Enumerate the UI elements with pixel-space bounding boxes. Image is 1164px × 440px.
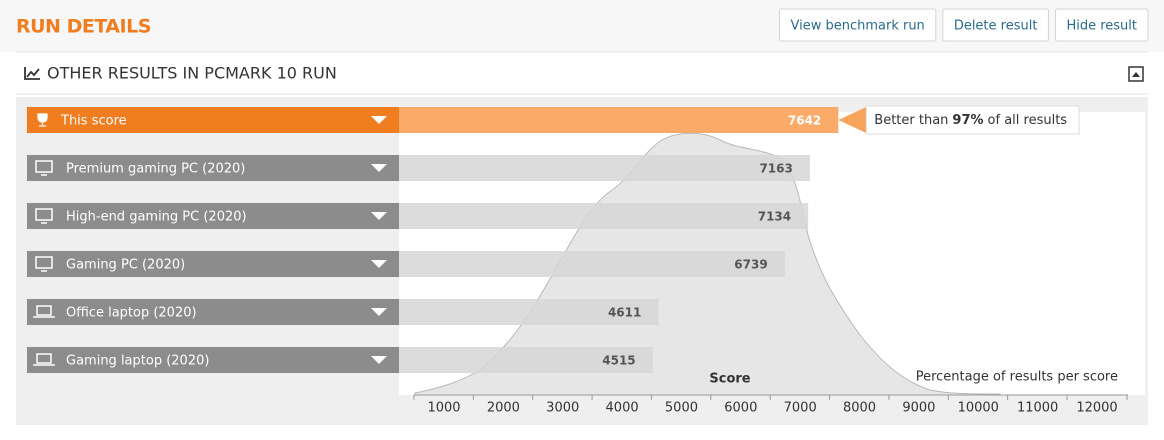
x-axis-label: Score	[709, 372, 750, 387]
row-label-box[interactable]	[27, 107, 399, 133]
dropdown-icon	[371, 212, 387, 220]
page-title: RUN DETAILS	[16, 16, 151, 38]
score-bar	[399, 155, 810, 181]
row-label-box[interactable]	[27, 203, 399, 229]
x-tick-label: 2000	[487, 401, 520, 416]
row-label: This score	[60, 114, 127, 129]
section-title: OTHER RESULTS IN PCMARK 10 RUN	[47, 64, 337, 83]
result-row: High-end gaming PC (2020) 7134	[27, 203, 809, 229]
x-tick-label: 5000	[665, 401, 698, 416]
row-label-box[interactable]	[27, 155, 399, 181]
result-row: Gaming laptop (2020) 4515	[27, 347, 653, 373]
score-bar	[399, 251, 785, 277]
tooltip-text: Better than 97% of all results	[874, 113, 1067, 128]
score-value: 4515	[602, 354, 635, 368]
tooltip-suffix: of all results	[988, 113, 1068, 128]
collapse-icon	[1132, 72, 1140, 77]
row-label: Gaming laptop (2020)	[66, 354, 209, 369]
result-row: This score 7642	[27, 107, 839, 133]
tooltip-percent: 97%	[952, 113, 983, 128]
row-label: Gaming PC (2020)	[66, 258, 185, 273]
score-value: 7134	[758, 210, 791, 224]
result-row: Gaming PC (2020) 6739	[27, 251, 785, 277]
score-bar	[399, 203, 809, 229]
monitor-icon	[35, 160, 53, 176]
x-tick-label: 10000	[958, 401, 999, 416]
tooltip	[865, 105, 1080, 135]
laptop-icon	[33, 353, 55, 366]
dropdown-icon	[371, 116, 387, 124]
tooltip-arrow	[838, 107, 867, 133]
trophy-icon	[37, 113, 48, 127]
score-value: 7163	[759, 162, 792, 176]
result-row: Office laptop (2020) 4611	[27, 299, 659, 325]
monitor-icon	[35, 208, 53, 224]
x-tick-label: 1000	[427, 401, 460, 416]
score-bar	[399, 299, 659, 325]
score-value: 7642	[788, 114, 821, 128]
dropdown-icon	[371, 164, 387, 172]
monitor-icon	[35, 256, 53, 272]
button-label: Hide result	[1066, 19, 1137, 34]
chart-icon	[24, 67, 40, 80]
button[interactable]	[778, 8, 937, 42]
row-label: Office laptop (2020)	[66, 306, 197, 321]
row-label-box[interactable]	[27, 299, 399, 325]
dropdown-icon	[371, 260, 387, 268]
button-label: View benchmark run	[790, 19, 924, 34]
button[interactable]	[942, 8, 1049, 42]
row-label-box[interactable]	[27, 251, 399, 277]
result-row: Premium gaming PC (2020) 7163	[27, 155, 810, 181]
row-label: Premium gaming PC (2020)	[66, 162, 245, 177]
row-label-box[interactable]	[27, 347, 399, 373]
button-label: Delete result	[954, 19, 1038, 34]
button[interactable]	[1054, 8, 1149, 42]
tooltip-prefix: Better than	[874, 113, 948, 128]
curve-label: Percentage of results per score	[916, 370, 1118, 385]
x-tick-label: 11000	[1017, 401, 1058, 416]
score-bar	[399, 107, 839, 133]
row-label: High-end gaming PC (2020)	[66, 210, 247, 225]
dropdown-icon	[371, 356, 387, 364]
x-tick-label: 4000	[606, 401, 639, 416]
laptop-icon	[33, 305, 55, 318]
score-value: 4611	[608, 306, 641, 320]
x-tick-label: 8000	[843, 401, 876, 416]
x-tick-label: 3000	[546, 401, 579, 416]
score-value: 6739	[734, 258, 767, 272]
score-bar	[399, 347, 653, 373]
x-tick-label: 6000	[724, 401, 757, 416]
dropdown-icon	[371, 308, 387, 316]
x-tick-label: 9000	[902, 401, 935, 416]
x-tick-label: 7000	[784, 401, 817, 416]
x-tick-label: 12000	[1076, 401, 1117, 416]
